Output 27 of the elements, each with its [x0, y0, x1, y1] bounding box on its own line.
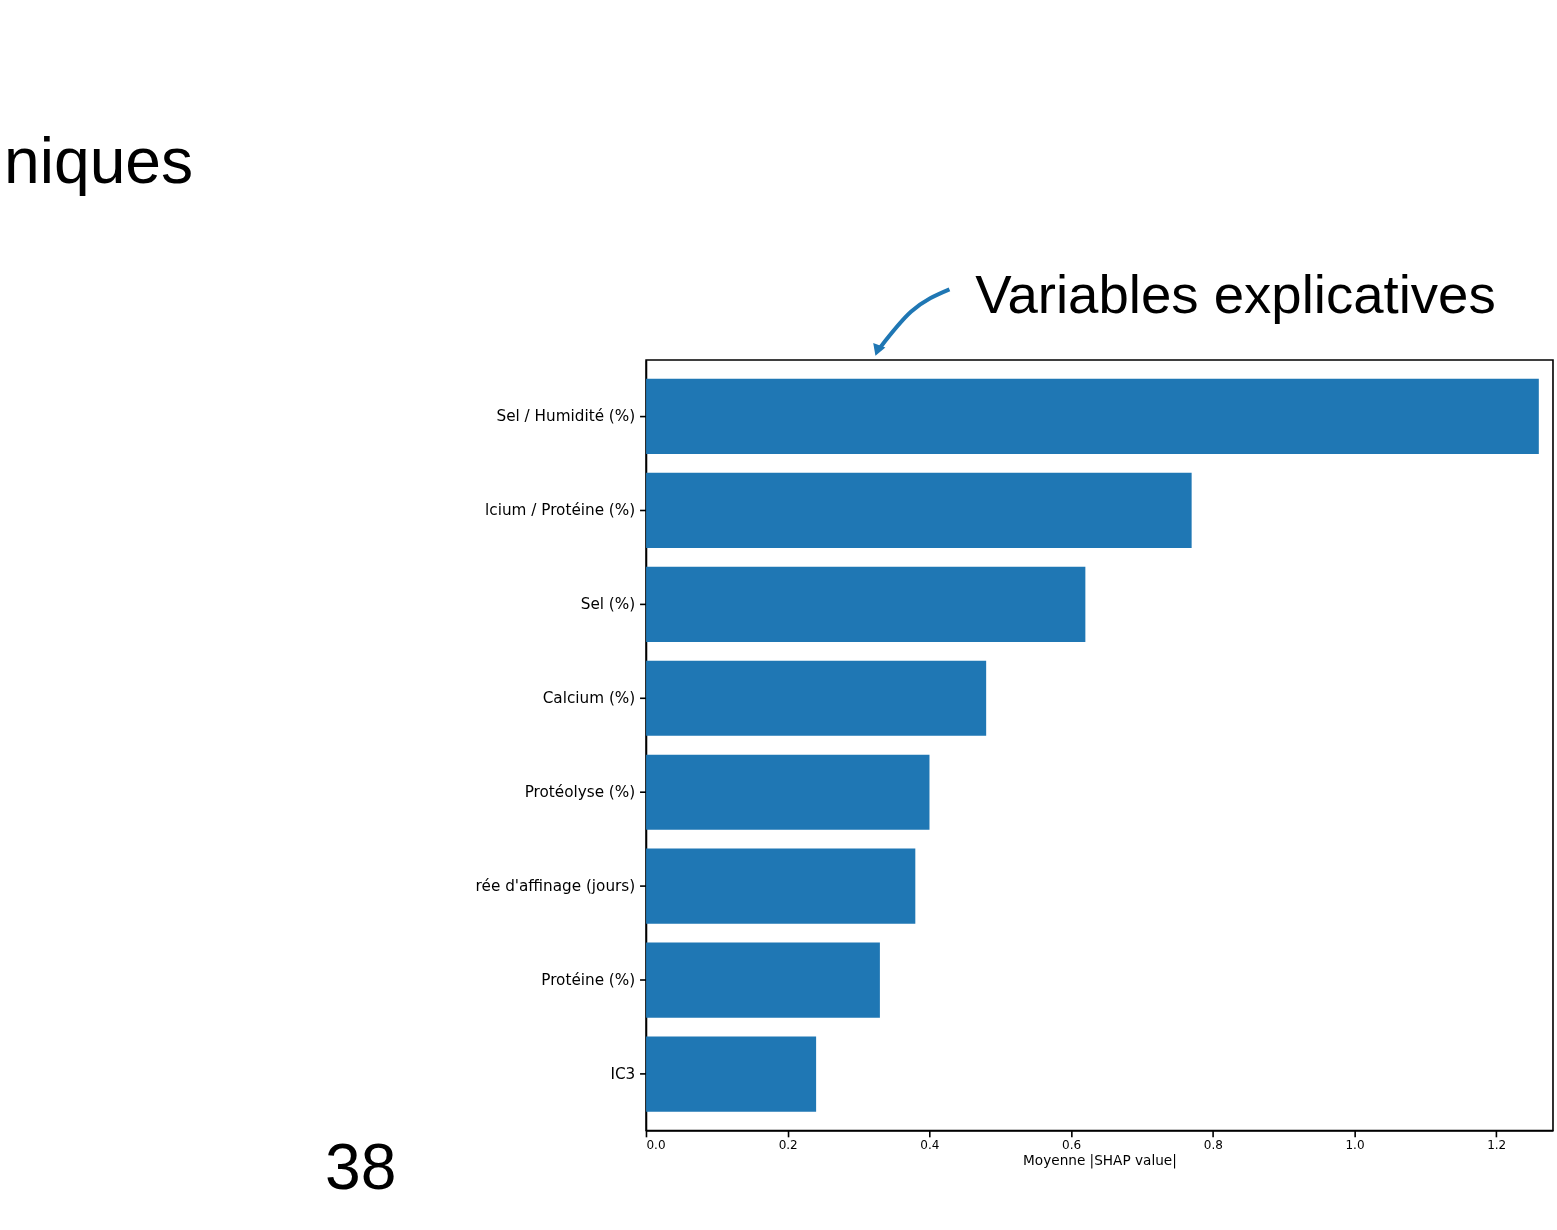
bar — [646, 1036, 817, 1112]
x-tick-label: 0.2 — [778, 1137, 798, 1152]
y-tick-label: rée d'affinage (jours) — [475, 877, 636, 895]
y-tick-label: Protéolyse (%) — [524, 783, 636, 802]
y-tick-label: Sel / Humidité (%) — [496, 407, 636, 426]
bar — [646, 660, 987, 736]
y-tick-label: IC3 — [610, 1064, 636, 1083]
y-tick-label: lcium / Protéine (%) — [485, 501, 636, 520]
x-tick-label: 0.8 — [1203, 1137, 1223, 1152]
bar — [646, 942, 880, 1018]
bar — [646, 472, 1192, 548]
bar — [646, 566, 1086, 642]
text: niques — [4, 125, 194, 198]
text: Variables explicatives — [975, 263, 1496, 325]
x-axis-title: Moyenne |SHAP value| — [1023, 1151, 1177, 1169]
bar — [646, 848, 916, 924]
y-tick-label: Calcium (%) — [542, 689, 636, 708]
x-tick-label: 0.0 — [646, 1137, 666, 1152]
y-tick-label: Protéine (%) — [541, 970, 636, 989]
bar — [646, 378, 1539, 454]
bar — [646, 754, 930, 830]
x-tick-label: 1.2 — [1487, 1137, 1507, 1152]
x-tick-label: 0.4 — [920, 1137, 940, 1152]
x-tick-label: 0.6 — [1062, 1137, 1082, 1152]
x-tick-label: 1.0 — [1345, 1137, 1365, 1152]
text: 38 — [325, 1131, 397, 1204]
y-tick-label: Sel (%) — [580, 595, 636, 614]
